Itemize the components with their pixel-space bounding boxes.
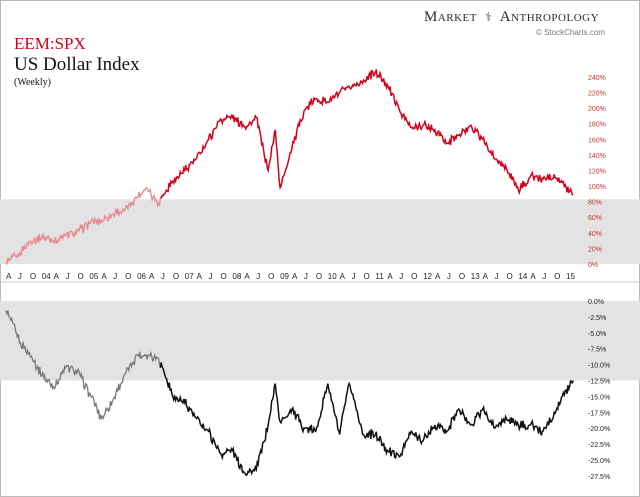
chart-subtitle: US Dollar Index xyxy=(14,54,140,75)
y-tick-label: 160% xyxy=(588,137,606,144)
y-tick-label: 20% xyxy=(588,246,602,253)
y-tick-label: 0% xyxy=(588,262,598,269)
y-tick-label: -27.5% xyxy=(588,474,610,481)
x-tick-label: A xyxy=(244,272,250,281)
dna-icon: ⚕ xyxy=(485,10,493,24)
x-tick-label: 10 xyxy=(328,272,337,281)
x-tick-label: J xyxy=(542,272,546,281)
brand-left: Market xyxy=(424,9,478,25)
y-tick-label: 100% xyxy=(588,184,606,191)
y-tick-label: -7.5% xyxy=(588,347,606,354)
y-tick-label: 120% xyxy=(588,168,606,175)
x-tick-label: 11 xyxy=(375,272,384,281)
y-tick-label: 240% xyxy=(588,75,606,82)
x-tick-label: 15 xyxy=(566,272,575,281)
x-tick-label: O xyxy=(507,272,513,281)
x-tick-label: O xyxy=(221,272,227,281)
x-tick-label: 14 xyxy=(518,272,527,281)
x-tick-label: J xyxy=(495,272,499,281)
x-tick-label: 09 xyxy=(280,272,289,281)
y-tick-label: -20.0% xyxy=(588,426,610,433)
x-tick-label: A xyxy=(6,272,12,281)
y-tick-label: 180% xyxy=(588,122,606,129)
x-tick-label: A xyxy=(101,272,107,281)
brand-logo: Market ⚕ Anthropology xyxy=(424,9,599,26)
y-tick-label: 60% xyxy=(588,215,602,222)
x-tick-label: J xyxy=(304,272,308,281)
x-tick-label: A xyxy=(340,272,346,281)
y-tick-label: -17.5% xyxy=(588,410,610,417)
x-tick-label: A xyxy=(387,272,393,281)
shaded-band xyxy=(0,199,640,264)
x-tick-label: J xyxy=(66,272,70,281)
x-tick-label: O xyxy=(173,272,179,281)
x-tick-label: A xyxy=(149,272,155,281)
x-tick-label: O xyxy=(554,272,560,281)
chart-note: (Weekly) xyxy=(14,77,51,88)
y-tick-label: 140% xyxy=(588,153,606,160)
shaded-band xyxy=(0,301,640,381)
x-tick-label: O xyxy=(78,272,84,281)
x-tick-label: O xyxy=(268,272,274,281)
x-tick-label: J xyxy=(161,272,165,281)
y-tick-label: -5.0% xyxy=(588,331,606,338)
credit-text: © StockCharts.com xyxy=(536,28,606,37)
x-tick-label: A xyxy=(197,272,203,281)
series-line xyxy=(160,69,574,199)
x-tick-label: J xyxy=(352,272,356,281)
y-tick-label: -15.0% xyxy=(588,394,610,401)
y-tick-label: -25.0% xyxy=(588,458,610,465)
y-tick-label: -22.5% xyxy=(588,442,610,449)
y-tick-label: 80% xyxy=(588,200,602,207)
x-tick-label: O xyxy=(316,272,322,281)
x-tick-label: J xyxy=(209,272,213,281)
y-tick-label: 40% xyxy=(588,231,602,238)
brand-right: Anthropology xyxy=(499,9,600,25)
x-tick-label: A xyxy=(435,272,441,281)
x-tick-label: J xyxy=(18,272,22,281)
y-tick-label: -2.5% xyxy=(588,315,606,322)
x-tick-label: A xyxy=(483,272,489,281)
x-tick-label: 07 xyxy=(185,272,194,281)
x-tick-label: 12 xyxy=(423,272,432,281)
series-line-early xyxy=(5,310,161,421)
y-tick-label: 220% xyxy=(588,90,606,97)
x-tick-label: 08 xyxy=(232,272,241,281)
x-tick-label: 05 xyxy=(89,272,98,281)
y-tick-label: -10.0% xyxy=(588,363,610,370)
x-tick-label: 04 xyxy=(42,272,51,281)
x-tick-label: J xyxy=(113,272,117,281)
series-line-early xyxy=(5,186,162,266)
bottom-panel: 0.0% -2.5% -5.0% -7.5% -10.0% -12.5% -15.0% -17… xyxy=(0,299,640,481)
top-panel: 0% 20% 40% 60% 80% 100% 120% 140% 160% 180% 200% 22… xyxy=(0,69,640,269)
x-tick-label: A xyxy=(292,272,298,281)
x-tick-label: J xyxy=(399,272,403,281)
x-tick-label: J xyxy=(447,272,451,281)
x-tick-label: O xyxy=(364,272,370,281)
y-tick-label: 0.0% xyxy=(588,299,604,306)
x-tick-label: O xyxy=(30,272,36,281)
x-tick-label: A xyxy=(54,272,60,281)
y-tick-label: 200% xyxy=(588,106,606,113)
series-line xyxy=(159,362,574,477)
chart-title: EEM:SPX xyxy=(14,34,86,53)
x-tick-label: J xyxy=(256,272,260,281)
x-tick-label: 06 xyxy=(137,272,146,281)
x-tick-label: O xyxy=(411,272,417,281)
x-tick-label: A xyxy=(530,272,536,281)
x-tick-label: 13 xyxy=(471,272,480,281)
x-tick-label: O xyxy=(125,272,131,281)
x-axis: A J O 04 A J O 05 A J O 06 A J O 07 A J O 08 A J O 09 A J O 10 A J O 11… xyxy=(0,272,640,283)
x-tick-label: O xyxy=(459,272,465,281)
y-tick-label: -12.5% xyxy=(588,378,610,385)
